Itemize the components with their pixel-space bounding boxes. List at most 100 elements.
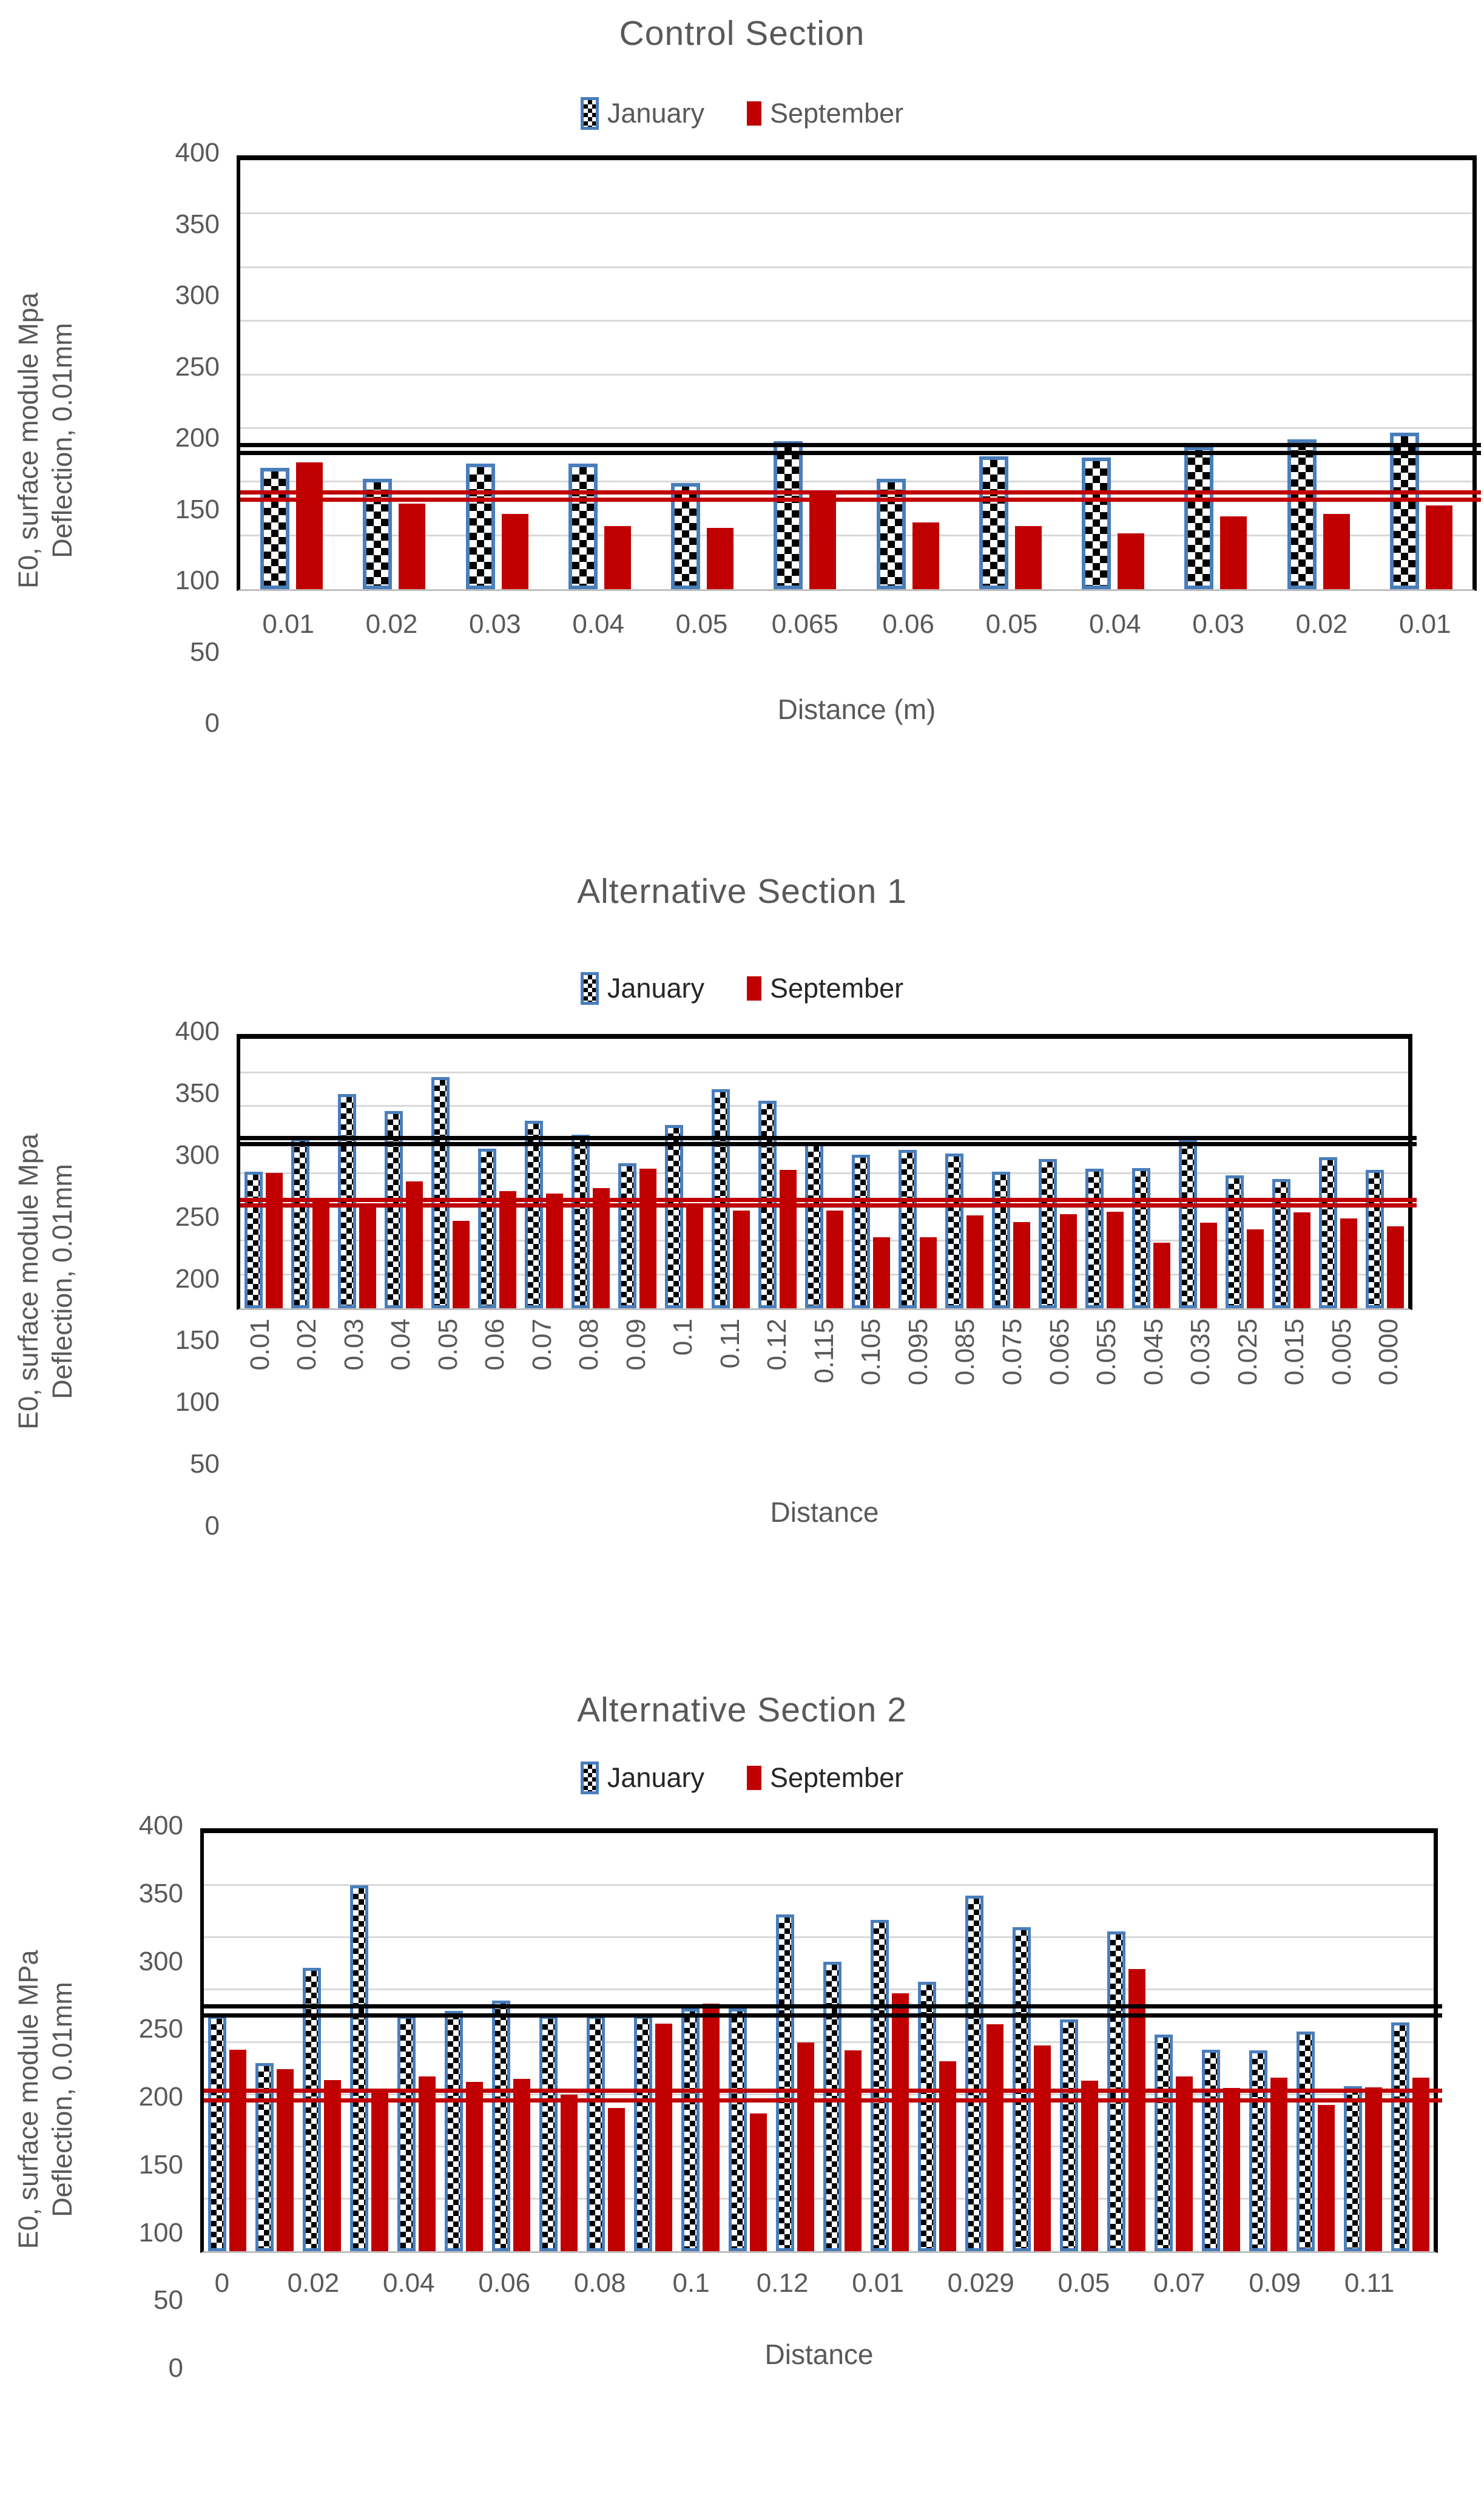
x-tick-label: 0.02	[287, 2268, 340, 2298]
x-tick-label: 0.05	[433, 1319, 463, 1371]
bar-january	[729, 2008, 747, 2251]
bar-september	[1033, 2045, 1051, 2251]
category-group	[1370, 160, 1472, 589]
bar-september	[1220, 516, 1247, 589]
y-axis-ticks: 400 350 300 250 200 150 100 50 0	[91, 1811, 200, 2383]
gridline	[240, 320, 1472, 322]
bar-january	[1154, 2035, 1173, 2251]
gridline	[240, 1105, 1408, 1107]
x-tick-label: 0.065	[771, 609, 838, 639]
y-tick-label: 400	[175, 1016, 220, 1046]
category-group	[961, 1833, 1008, 2251]
bar-september	[1013, 1221, 1030, 1308]
september-legend-swatch	[746, 1766, 761, 1790]
x-tick-label: 0.11	[1344, 2268, 1395, 2298]
reference-line	[204, 2004, 1442, 2008]
january-legend-swatch	[580, 972, 599, 1005]
category-group	[1164, 160, 1267, 589]
category-group	[548, 160, 651, 589]
gridline	[240, 534, 1472, 536]
y-tick-label: 50	[190, 637, 220, 667]
x-tick-label: 0.000	[1374, 1319, 1404, 1386]
x-tick-label: 0.06	[882, 609, 934, 639]
y-tick-label: 150	[175, 494, 220, 524]
y-tick-label: 400	[175, 138, 220, 167]
legend-label-september: September	[769, 98, 904, 129]
x-tick-label: 0.09	[1249, 2268, 1301, 2298]
bar-september	[1317, 2104, 1335, 2251]
x-tick-label: 0.06	[478, 2268, 531, 2298]
x-tick-label: 0.029	[947, 2268, 1014, 2298]
bar-september	[1223, 2088, 1240, 2251]
category-group	[1081, 1039, 1128, 1308]
bar-january	[1085, 1169, 1104, 1308]
y-tick-label: 400	[138, 1811, 183, 1840]
gridline	[204, 1936, 1434, 1939]
bar-september	[873, 1237, 890, 1308]
x-tick-label: 0.04	[386, 1319, 416, 1371]
plot-area	[237, 1034, 1417, 1310]
category-group	[614, 1039, 661, 1308]
category-group	[1244, 1833, 1292, 2251]
category-group	[380, 1039, 427, 1308]
bar-january	[945, 1153, 963, 1308]
bar-september	[966, 1215, 983, 1308]
y-axis-title: E0, surface module MPa Deflection, 0.01m…	[13, 1950, 78, 2249]
bar-january	[992, 1171, 1010, 1308]
category-group	[914, 1833, 961, 2251]
x-tick-label: 0.07	[1153, 2268, 1206, 2298]
category-group	[334, 1039, 380, 1308]
y-tick-label: 150	[138, 2149, 183, 2180]
y-axis-title: E0, surface module Mpa Deflection, 0.01m…	[13, 292, 78, 589]
bar-september	[1387, 1226, 1404, 1308]
bar-september	[229, 2049, 247, 2251]
bar-september	[1293, 1212, 1310, 1308]
x-tick-label: 0.105	[856, 1319, 886, 1386]
bar-january	[1059, 2019, 1078, 2251]
y-tick-label: 350	[138, 1878, 183, 1908]
x-tick-label: 0.1	[672, 2268, 710, 2298]
legend-item-january: January	[580, 1762, 704, 1794]
legend-item-september: September	[746, 973, 903, 1004]
gridline	[240, 212, 1472, 215]
bar-january	[1389, 432, 1419, 589]
legend-item-september: September	[746, 98, 904, 129]
x-axis-title: Distance	[770, 1496, 879, 1528]
bar-september	[845, 2050, 862, 2251]
chart-title: Alternative Section 2	[577, 1691, 907, 1729]
gridline	[240, 427, 1472, 429]
y-axis-ticks: 400 350 300 250 200 150 100 50 0	[91, 1017, 237, 1541]
bar-january	[397, 2016, 416, 2251]
y-tick-label: 200	[175, 1263, 220, 1294]
category-group	[287, 1039, 334, 1308]
y-axis-title: E0, surface module Mpa Deflection, 0.01m…	[13, 1133, 78, 1430]
reference-line	[240, 490, 1481, 495]
bar-september	[750, 2113, 767, 2251]
bar-september	[312, 1200, 329, 1308]
bar-january	[823, 1961, 842, 2251]
bar-january	[979, 456, 1008, 589]
bar-january	[478, 1148, 496, 1308]
bar-january	[1082, 457, 1111, 589]
january-legend-swatch	[580, 97, 599, 130]
reference-line	[240, 1203, 1417, 1208]
x-tick-label: 0.01	[245, 1319, 275, 1371]
bar-september	[703, 2003, 720, 2251]
bar-september	[892, 1993, 909, 2251]
bar-january	[1249, 2050, 1267, 2251]
x-tick-label: 0.085	[950, 1319, 980, 1386]
bar-september	[1081, 2081, 1098, 2251]
legend-label-january: January	[607, 973, 704, 1004]
bar-january	[363, 478, 393, 589]
bar-january	[1201, 2049, 1220, 2251]
reference-line	[240, 1136, 1417, 1141]
x-tick-label: 0.045	[1138, 1319, 1169, 1386]
y-tick-label: 0	[204, 1511, 220, 1541]
gridline	[240, 1240, 1408, 1241]
bar-september	[1175, 2076, 1193, 2251]
category-group	[582, 1833, 630, 2251]
category-group	[651, 160, 754, 589]
bar-september	[655, 2023, 673, 2251]
bar-september	[546, 1194, 563, 1308]
y-tick-label: 250	[138, 2014, 183, 2044]
